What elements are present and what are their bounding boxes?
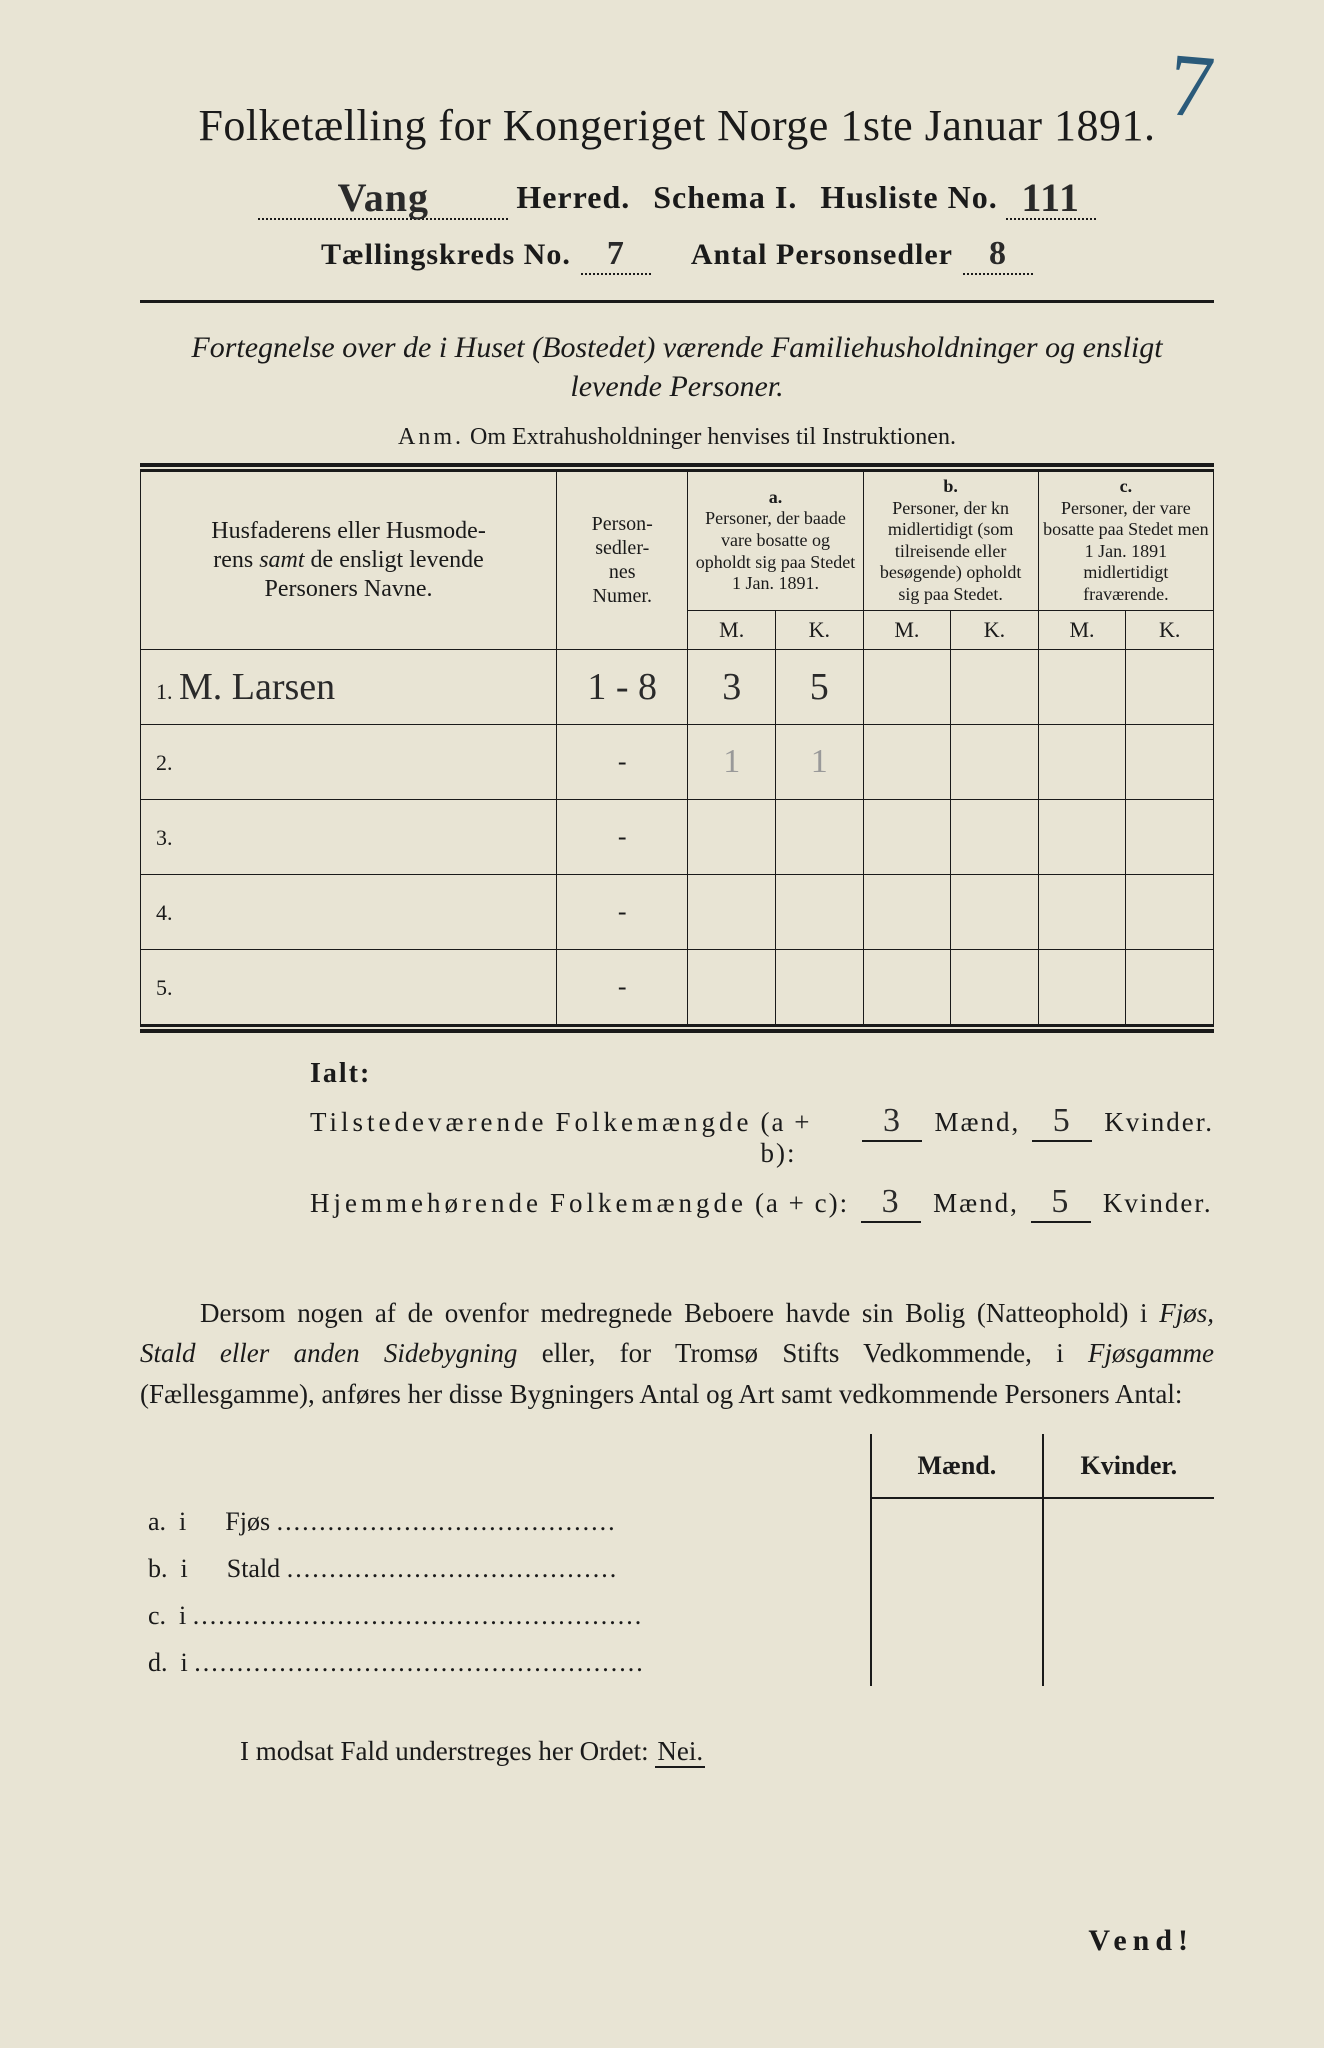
header-section: Folketælling for Kongeriget Norge 1ste J… [140,100,1214,275]
modsat-line: I modsat Fald understreges her Ordet: Ne… [140,1736,1214,1767]
main-title: Folketælling for Kongeriget Norge 1ste J… [140,100,1214,151]
col-name-header: Husfaderens eller Husmode- rens samt de … [141,472,557,650]
building-table: Mænd. Kvinder. a. i Fjøs ...............… [140,1434,1214,1686]
anm-text: Om Extrahusholdninger henvises til Instr… [470,424,956,450]
table-bottom-rule [140,1025,1214,1033]
building-row: a. i Fjøs ..............................… [140,1498,1214,1545]
col-b-k: K. [951,610,1039,649]
bt-kvinder-header: Kvinder. [1043,1434,1214,1498]
anm-label: Anm. [398,424,464,450]
schema-label: Schema I. [653,179,797,216]
page-number-mark: 7 [1165,33,1219,140]
nei-word: Nei. [655,1736,705,1768]
table-row: 5. - [141,949,1214,1024]
col-a-k: K. [776,610,864,649]
husliste-label: Husliste No. [820,179,997,216]
col-numer-header: Person- sedler- nes Numer. [557,472,688,650]
table-row: 3. - [141,799,1214,874]
ialt-section: Ialt: Tilstedeværende Folkemængde (a + b… [310,1058,1214,1223]
ialt-label: Ialt: [310,1058,1214,1090]
personsedler-field: 8 [963,235,1033,275]
col-c-m: M. [1038,610,1126,649]
divider [140,300,1214,303]
personsedler-value: 8 [989,235,1007,272]
kreds-line: Tællingskreds No. 7 Antal Personsedler 8 [140,235,1214,275]
personsedler-label: Antal Personsedler [691,238,953,272]
dersom-section: Dersom nogen af de ovenfor medregnede Be… [140,1293,1214,1687]
table-top-rule [140,463,1214,471]
household-table: Husfaderens eller Husmode- rens samt de … [140,471,1214,1025]
fortegnelse-text: Fortegnelse over de i Huset (Bostedet) v… [140,328,1214,406]
table-row: 4. - [141,874,1214,949]
kreds-label: Tællingskreds No. [321,238,571,272]
anm-line: Anm. Om Extrahusholdninger henvises til … [140,424,1214,451]
herred-field: Vang [258,171,508,220]
bt-maend-header: Mænd. [871,1434,1042,1498]
col-b-m: M. [863,610,951,649]
vend-label: Vend! [1088,1924,1194,1958]
building-row: b. i Stald .............................… [140,1545,1214,1592]
tilstede-line: Tilstedeværende Folkemængde (a + b): 3 M… [310,1102,1214,1169]
husliste-field: 111 [1006,171,1096,220]
hjemme-line: Hjemmehørende Folkemængde (a + c): 3 Mæn… [310,1183,1214,1223]
kreds-value: 7 [607,235,625,272]
building-row: c. i ...................................… [140,1592,1214,1639]
col-a-m: M. [688,610,776,649]
herred-line: Vang Herred. Schema I. Husliste No. 111 [140,171,1214,220]
kreds-field: 7 [581,235,651,275]
herred-value: Vang [338,175,429,220]
husliste-value: 111 [1021,175,1080,220]
table-row: 2. - 1 1 [141,724,1214,799]
herred-label: Herred. [516,179,630,216]
col-c-k: K. [1126,610,1214,649]
col-b-header: b. Personer, der kn midlertidigt (som ti… [863,472,1038,611]
table-row: 1. M. Larsen 1 - 8 3 5 [141,649,1214,724]
col-a-header: a. Personer, der baade vare bosatte og o… [688,472,863,611]
building-row: d. i ...................................… [140,1639,1214,1686]
col-c-header: c. Personer, der vare bosatte paa Stedet… [1038,472,1213,611]
